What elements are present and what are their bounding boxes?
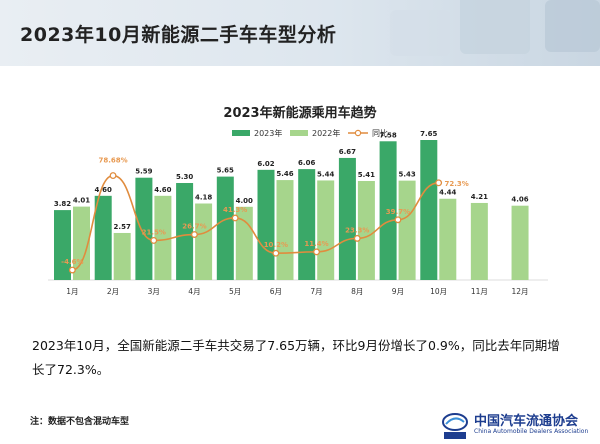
bar-2022-value-label: 4.44 [439,189,456,197]
trend-chart: 2023年新能源乘用车趋势 2023年 2022年 同比 3.82 4.01 1月 4.60 2… [0,95,600,310]
bar-2022 [398,180,416,280]
bar-2022-value-label: 4.21 [471,193,488,201]
yoy-point [313,248,320,256]
yoy-value-label: 39.7% [386,208,410,216]
bar-2023 [298,169,316,280]
bar-2022 [73,206,90,280]
yoy-value-label: 72.3% [445,180,469,188]
trend-chart-svg: 2023年新能源乘用车趋势 2023年 2022年 同比 3.82 4.01 1月 4.60 2… [48,105,548,296]
legend-swatch-2022 [290,130,308,136]
bar-2022-value-label: 5.41 [358,171,375,179]
bar-2023-value-label: 5.65 [217,167,234,175]
bar-2023 [135,177,153,280]
bar-2022-value-label: 4.00 [236,197,253,205]
yoy-point [150,236,158,244]
bar-2023-value-label: 4.60 [95,186,112,194]
yoy-point [394,216,402,224]
bar-2023-value-label: 7.65 [420,130,437,138]
cada-logo-icon [442,413,468,439]
page-title: 2023年10月新能源二手车车型分析 [20,24,337,46]
legend-marker-yoy [354,129,362,137]
yoy-value-label: 10.2% [264,241,288,249]
x-tick-label: 12月 [512,287,529,296]
x-tick-label: 4月 [188,287,200,296]
header-banner: 2023年10月新能源二手车车型分析 [0,0,600,66]
yoy-value-label: 26.7% [182,223,206,231]
x-tick-label: 2月 [107,287,119,296]
bar-2022 [439,198,457,280]
yoy-point [272,249,280,257]
chart-title: 2023年新能源乘用车趋势 [223,105,376,121]
bar-2023-value-label: 5.30 [176,173,193,181]
yoy-point [353,234,361,242]
x-tick-label: 1月 [66,287,78,296]
legend-label-yoy: 同比 [372,128,388,138]
bar-2022-value-label: 5.43 [398,171,415,179]
x-tick-label: 10月 [430,287,447,296]
bar-2023 [216,176,234,280]
bar-2022 [154,195,172,280]
bar-2023-value-label: 5.59 [135,168,152,176]
bar-2023-value-label: 3.82 [54,200,71,208]
bar-2022-value-label: 2.57 [114,223,131,231]
bar-2022-value-label: 4.06 [511,196,528,204]
logo-english-name: China Automobile Dealers Association [474,428,589,435]
bar-2023-value-label: 6.06 [298,159,315,167]
x-tick-label: 7月 [310,287,322,296]
bar-2022 [357,180,375,280]
bar-2023 [94,195,112,280]
bar-2022 [113,232,131,280]
summary-caption: 2023年10月，全国新能源二手车共交易了7.65万辆，环比9月份增长了0.9%… [32,338,560,377]
x-tick-label: 11月 [471,287,488,296]
yoy-value-label: 11.4% [304,240,328,248]
bar-2022 [195,203,213,280]
yoy-point [68,266,76,274]
bar-2023 [379,141,397,280]
legend-label-2023: 2023年 [254,128,282,138]
cada-logo: 中国汽车流通协会 China Automobile Dealers Associ… [440,408,590,442]
yoy-value-label: 23.3% [345,226,369,234]
yoy-point [231,214,239,222]
header-decoration [545,0,600,52]
yoy-value-label: 21.5% [142,228,166,236]
bar-2023 [257,169,275,280]
bar-2022-value-label: 5.46 [276,170,293,178]
bar-2023-value-label: 7.58 [379,131,396,139]
footnote: 注：数据不包含混动车型 [30,417,130,427]
header-decoration [460,0,530,54]
bar-2023 [420,140,438,280]
bar-2022-value-label: 4.60 [154,186,171,194]
bar-2022-value-label: 4.01 [73,197,90,205]
logo-chinese-name: 中国汽车流通协会 [474,414,579,429]
bar-2022 [511,205,529,280]
bar-2022 [470,202,488,280]
yoy-point [109,172,117,180]
bar-2023-value-label: 6.67 [339,148,356,156]
header-decoration [390,10,450,56]
bar-2023 [54,210,71,280]
yoy-value-label: 41.3% [223,206,247,214]
yoy-line [72,174,439,271]
x-tick-label: 8月 [351,287,363,296]
bar-2022-value-label: 4.18 [195,194,212,202]
bar-2022-value-label: 5.44 [317,170,334,178]
yoy-point [435,179,443,187]
x-tick-label: 5月 [229,287,241,296]
x-tick-label: 3月 [148,287,160,296]
bar-2023 [176,183,194,280]
bar-2023 [338,157,356,280]
x-tick-label: 9月 [392,287,404,296]
yoy-value-label: -4.6% [61,258,83,266]
yoy-value-label: 78.68% [98,157,127,165]
yoy-point [190,231,198,238]
legend-swatch-2023 [232,130,250,136]
bar-2023-value-label: 6.02 [257,160,274,168]
bar-2022 [317,180,335,280]
x-tick-label: 6月 [270,287,282,296]
bar-2022 [276,180,294,280]
legend-label-2022: 2022年 [312,128,340,138]
